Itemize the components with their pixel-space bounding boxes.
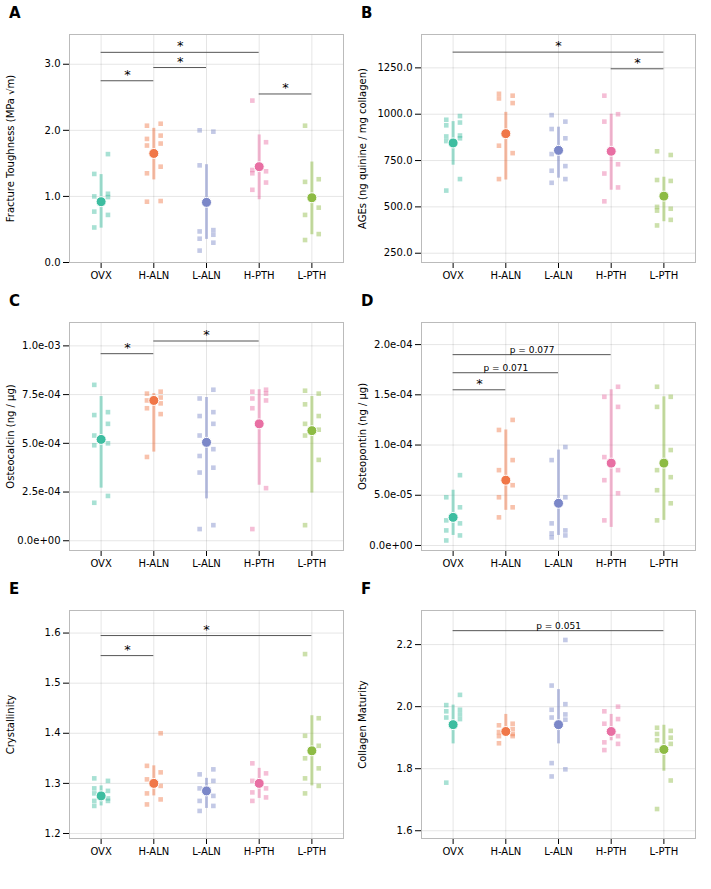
svg-text:1.4: 1.4: [45, 727, 61, 738]
svg-text:3.0: 3.0: [45, 58, 61, 69]
svg-text:*: *: [203, 327, 210, 342]
svg-text:H-PTH: H-PTH: [596, 270, 627, 281]
svg-text:*: *: [203, 622, 210, 637]
svg-text:L-ALN: L-ALN: [544, 846, 573, 857]
svg-text:L-PTH: L-PTH: [298, 270, 327, 281]
svg-text:*: *: [282, 80, 289, 95]
svg-text:5.0e-05: 5.0e-05: [374, 489, 412, 500]
svg-text:L-ALN: L-ALN: [544, 270, 573, 281]
svg-text:1.6: 1.6: [45, 627, 61, 638]
svg-text:OVX: OVX: [90, 270, 112, 281]
svg-text:1.5: 1.5: [45, 677, 61, 688]
svg-text:OVX: OVX: [442, 270, 464, 281]
svg-text:1250.0: 1250.0: [378, 62, 413, 73]
svg-text:AGEs (ng quinine / mg collagen: AGEs (ng quinine / mg collagen): [357, 68, 368, 229]
svg-text:Crystallinity: Crystallinity: [5, 695, 16, 755]
svg-text:2.2: 2.2: [397, 639, 413, 650]
svg-text:H-PTH: H-PTH: [596, 846, 627, 857]
svg-text:p = 0.051: p = 0.051: [536, 621, 581, 631]
svg-text:750.0: 750.0: [384, 155, 413, 166]
svg-text:L-PTH: L-PTH: [298, 558, 327, 569]
svg-text:*: *: [124, 642, 131, 657]
html-text:E: E: [9, 580, 20, 598]
svg-text:2.0: 2.0: [45, 125, 61, 136]
svg-text:L-ALN: L-ALN: [192, 270, 221, 281]
svg-text:H-PTH: H-PTH: [244, 558, 275, 569]
svg-text:1.6: 1.6: [397, 825, 413, 836]
html-text:B: B: [361, 4, 373, 22]
svg-text:*: *: [177, 38, 184, 53]
svg-text:OVX: OVX: [442, 846, 464, 857]
svg-text:H-ALN: H-ALN: [138, 846, 169, 857]
svg-text:1000.0: 1000.0: [378, 108, 413, 119]
svg-text:2.0: 2.0: [397, 701, 413, 712]
svg-text:*: *: [555, 38, 562, 53]
svg-text:H-ALN: H-ALN: [490, 846, 521, 857]
svg-text:L-PTH: L-PTH: [298, 846, 327, 857]
svg-text:*: *: [476, 376, 483, 391]
svg-text:1.3: 1.3: [45, 778, 61, 789]
svg-text:H-ALN: H-ALN: [138, 270, 169, 281]
html-text:F: F: [361, 580, 372, 598]
svg-text:250.0: 250.0: [384, 247, 413, 258]
svg-text:L-ALN: L-ALN: [544, 558, 573, 569]
html-text:C: C: [9, 292, 20, 310]
svg-text:L-PTH: L-PTH: [650, 846, 679, 857]
svg-text:0.0: 0.0: [45, 257, 61, 268]
svg-text:*: *: [177, 54, 184, 69]
svg-text:0.0e+00: 0.0e+00: [369, 540, 412, 551]
svg-text:Osteopontin (ng / μg): Osteopontin (ng / μg): [357, 383, 368, 490]
svg-text:1.8: 1.8: [397, 763, 413, 774]
svg-text:2.5e-04: 2.5e-04: [22, 486, 60, 497]
svg-text:H-PTH: H-PTH: [244, 270, 275, 281]
svg-text:OVX: OVX: [90, 846, 112, 857]
svg-text:H-ALN: H-ALN: [490, 558, 521, 569]
svg-text:OVX: OVX: [90, 558, 112, 569]
svg-text:1.0: 1.0: [45, 191, 61, 202]
svg-text:Osteocalcin (ng / μg): Osteocalcin (ng / μg): [5, 384, 16, 488]
svg-text:5.0e-04: 5.0e-04: [22, 438, 60, 449]
html-text:A: A: [9, 4, 21, 22]
svg-text:L-PTH: L-PTH: [650, 558, 679, 569]
svg-text:L-ALN: L-ALN: [192, 558, 221, 569]
svg-text:p = 0.077: p = 0.077: [510, 345, 555, 355]
svg-text:0.0e+00: 0.0e+00: [17, 535, 60, 546]
svg-text:1.2: 1.2: [45, 828, 61, 839]
svg-text:H-ALN: H-ALN: [490, 270, 521, 281]
svg-text:500.0: 500.0: [384, 201, 413, 212]
svg-text:1.0e-04: 1.0e-04: [374, 439, 412, 450]
svg-text:*: *: [124, 67, 131, 82]
svg-text:Fracture Toughness (MPa √m): Fracture Toughness (MPa √m): [5, 75, 16, 222]
svg-text:Collagen Maturity: Collagen Maturity: [357, 680, 368, 769]
svg-text:*: *: [124, 340, 131, 355]
svg-text:2.0e-04: 2.0e-04: [374, 339, 412, 350]
svg-text:1.0e-03: 1.0e-03: [22, 340, 60, 351]
svg-text:OVX: OVX: [442, 558, 464, 569]
svg-text:7.5e-04: 7.5e-04: [22, 389, 60, 400]
svg-text:H-ALN: H-ALN: [138, 558, 169, 569]
svg-text:L-PTH: L-PTH: [650, 270, 679, 281]
svg-text:H-PTH: H-PTH: [596, 558, 627, 569]
svg-text:L-ALN: L-ALN: [192, 846, 221, 857]
html-text:D: D: [361, 292, 374, 310]
svg-text:H-PTH: H-PTH: [244, 846, 275, 857]
svg-text:*: *: [634, 55, 641, 70]
svg-text:p = 0.071: p = 0.071: [483, 363, 528, 373]
svg-text:1.5e-04: 1.5e-04: [374, 389, 412, 400]
